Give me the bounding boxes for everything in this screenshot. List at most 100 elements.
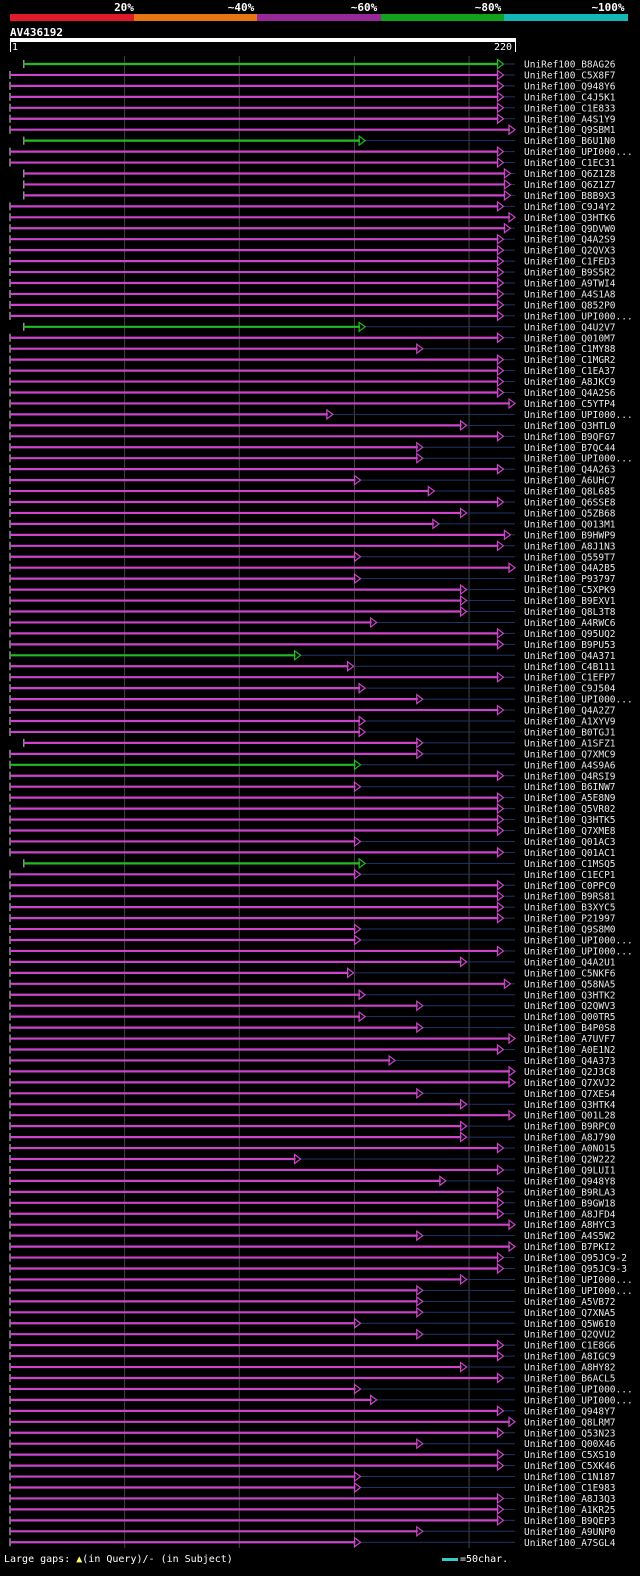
hit-label: UniRef100_B7QC44 [524,443,616,454]
hit-label: UniRef100_A8HY82 [524,1363,616,1374]
hit-arrow-icon [496,102,505,114]
hit-arrow-icon [508,1240,516,1253]
hit-label: UniRef100_A0E1N2 [524,1045,616,1056]
hit-arrow-icon [459,419,468,432]
hit-arrow-icon [496,1372,505,1384]
hit-arrow-icon [353,835,362,848]
percent-scale-labels: 20% ~40% ~60% ~80% ~100% [0,0,640,14]
hit-arrow-icon [503,189,512,202]
hit-label: UniRef100_Q4U2V7 [524,322,616,333]
hit-arrow-icon [508,1109,516,1121]
hit-label: UniRef100_B4P0S8 [524,1023,616,1034]
hit-label: UniRef100_A4S1Y9 [524,114,616,125]
hit-arrow-icon [496,1262,505,1275]
hit-arrow-icon [503,178,512,191]
hit-arrow-icon [508,1218,516,1231]
hit-arrow-icon [508,1032,516,1045]
hit-label: UniRef100_B9RLA3 [524,1187,616,1198]
hit-label: UniRef100_Q852P0 [524,300,616,311]
hit-label: UniRef100_C1FED3 [524,257,616,268]
hit-arrow-icon [346,660,355,672]
hit-label: UniRef100_Q8LRM7 [524,1417,616,1428]
hit-label: UniRef100_A1SFZ1 [524,738,616,749]
hit-arrow-icon [459,1131,468,1143]
query-bar [10,38,516,42]
hit-label: UniRef100_A1KR25 [524,1505,616,1516]
hit-label: UniRef100_Q2W222 [524,1155,616,1166]
hit-arrow-icon [416,1000,424,1012]
hit-arrow-icon [503,529,512,541]
hit-arrow-icon [503,978,512,990]
hit-label: UniRef100_C1N187 [524,1472,616,1483]
scale-label-100: ~100% [591,1,625,14]
hit-label: UniRef100_B6U1N0 [524,136,616,147]
scale-tick-end [515,42,516,52]
color-segment-60 [257,14,381,21]
hit-label: UniRef100_Q01AC3 [524,837,616,848]
hit-arrow-icon [459,1098,468,1110]
query-start-position: 1 [12,42,19,53]
hit-arrow-icon [353,1536,362,1548]
hit-arrow-icon [427,485,436,497]
hit-label: UniRef100_B8AG26 [524,60,616,71]
hit-arrow-icon [496,791,505,804]
scale-bar-icon [442,1557,458,1561]
hit-arrow-icon [358,715,367,727]
hit-arrow-icon [503,222,512,234]
hit-arrow-icon [432,518,440,530]
hit-label: UniRef100_B0TGJ1 [524,727,616,738]
hit-arrow-icon [353,868,362,880]
scale-label-40: ~40% [227,1,255,14]
hit-label: UniRef100_Q7XME8 [524,826,616,837]
hit-label: UniRef100_C4J5K1 [524,92,616,103]
hit-arrow-icon [416,1328,424,1340]
hit-arrow-icon [353,572,362,585]
hit-arrow-icon [496,113,505,125]
hit-label: UniRef100_Q4A263 [524,465,616,476]
hit-label: UniRef100_A0NO15 [524,1144,616,1155]
hit-label: UniRef100_A8IGC9 [524,1352,616,1363]
scale-label-80: ~80% [474,1,502,14]
hit-arrow-icon [370,616,378,629]
hit-arrow-icon [353,474,362,486]
hit-label: UniRef100_A8JFD4 [524,1209,616,1220]
hit-label: UniRef100_B6ACL5 [524,1374,616,1385]
hit-label: UniRef100_Q95UQ2 [524,629,616,640]
hit-label: UniRef100_Q948Y7 [524,1406,616,1417]
legend-scale: =50char. [442,1554,508,1565]
hit-arrow-icon [496,704,505,716]
hit-label: UniRef100_Q2J3C8 [524,1067,616,1078]
hit-arrow-icon [496,1492,505,1505]
hit-arrow-icon [353,781,362,793]
hit-label: UniRef100_UPI000... [524,1286,633,1297]
hit-label: UniRef100_Q3HTK2 [524,990,616,1001]
hit-arrow-icon [508,562,516,574]
hit-arrow-icon [496,901,505,913]
hit-label: UniRef100_Q3HTK4 [524,1100,616,1111]
hit-label: UniRef100_C9J504 [524,684,616,695]
hit-label: UniRef100_B9S5R2 [524,268,616,279]
hit-arrow-icon [416,1525,424,1538]
hit-arrow-icon [416,452,424,464]
hit-label: UniRef100_Q3HTK6 [524,213,616,224]
hit-arrow-icon [388,1054,397,1067]
hit-arrow-icon [459,1273,468,1286]
hit-label: UniRef100_Q7XVJ2 [524,1078,616,1089]
hit-arrow-icon [496,1503,505,1516]
hit-arrow-icon [496,1164,505,1176]
color-segment-80 [380,14,505,21]
legend-subject-text: (in Subject) [154,1554,233,1565]
legend-query-gap-icon: ▲ [76,1554,83,1565]
hit-label: UniRef100_Q2QVU2 [524,1330,616,1341]
hit-arrow-icon [459,1361,468,1373]
hit-arrow-icon [459,507,468,519]
hit-arrow-icon [496,364,505,377]
hit-label: UniRef100_A9TWI4 [524,279,616,290]
hit-label: UniRef100_Q948Y8 [524,1176,616,1187]
hit-label: UniRef100_C1MSQ5 [524,859,616,870]
hit-arrow-icon [496,80,505,92]
hit-label: UniRef100_Q4A2S6 [524,388,616,399]
hit-label: UniRef100_Q58NA5 [524,979,616,990]
hit-arrow-icon [353,923,362,935]
hit-label: UniRef100_A8HYC3 [524,1220,616,1231]
